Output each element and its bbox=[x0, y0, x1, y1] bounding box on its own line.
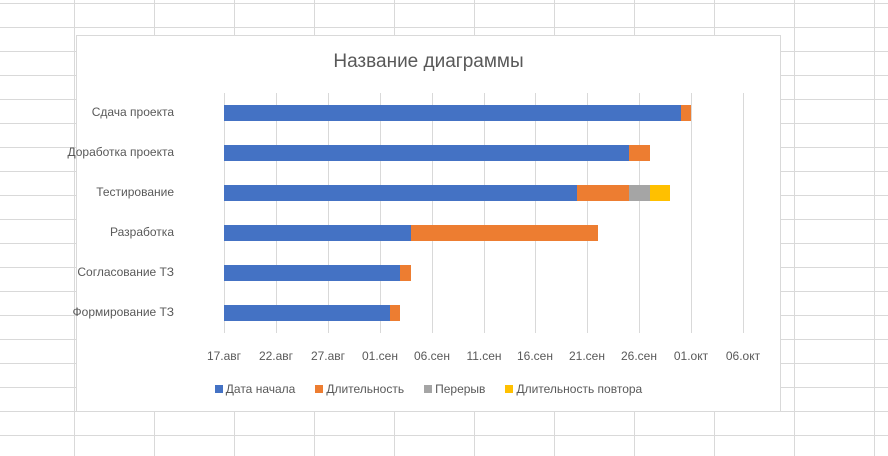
legend-swatch-gray-icon bbox=[424, 385, 433, 393]
x-gridline bbox=[276, 93, 277, 333]
x-gridline bbox=[484, 93, 485, 333]
bar-row[interactable] bbox=[224, 305, 401, 321]
duration-segment[interactable] bbox=[390, 305, 401, 321]
x-axis-tick-label: 16.сен bbox=[517, 349, 553, 363]
legend-label: Длительность bbox=[326, 382, 405, 396]
duration-segment[interactable] bbox=[576, 185, 629, 201]
legend-label: Длительность повтора bbox=[516, 382, 643, 396]
category-label: Сдача проекта bbox=[91, 105, 174, 119]
duration-segment[interactable] bbox=[400, 265, 411, 281]
start-date-segment[interactable] bbox=[224, 145, 629, 161]
category-label: Разработка bbox=[110, 225, 174, 239]
x-axis-tick-label: 01.окт bbox=[673, 349, 709, 363]
start-date-segment[interactable] bbox=[224, 265, 401, 281]
x-gridline bbox=[328, 93, 329, 333]
x-axis-tick-label: 06.окт bbox=[725, 349, 761, 363]
legend-item-repeat-duration[interactable]: Длительность повтора bbox=[505, 382, 642, 396]
legend-item-start-date[interactable]: Дата начала bbox=[214, 382, 296, 396]
legend-item-break[interactable]: Перерыв bbox=[424, 382, 485, 396]
x-axis-tick-label: 17.авг bbox=[206, 349, 242, 363]
bar-row[interactable] bbox=[224, 225, 598, 241]
legend-swatch-blue-icon bbox=[214, 385, 223, 393]
plot-area[interactable]: 17.авг 22.авг 27.авг 01.сен 06.сен 11.сен 16.с… bbox=[67, 93, 760, 363]
x-gridline bbox=[535, 93, 536, 333]
grid-row-line bbox=[0, 435, 888, 436]
repeat-duration-segment[interactable] bbox=[649, 185, 671, 201]
start-date-segment[interactable] bbox=[224, 185, 577, 201]
bar-row[interactable] bbox=[224, 105, 692, 121]
bar-row[interactable] bbox=[224, 265, 411, 281]
category-label: Доработка проекта bbox=[67, 145, 174, 159]
grid-column-line bbox=[794, 0, 795, 456]
x-gridline bbox=[380, 93, 381, 333]
x-gridline bbox=[743, 93, 744, 333]
category-label: Тестирование bbox=[96, 185, 174, 199]
legend-swatch-yellow-icon bbox=[505, 385, 514, 393]
duration-segment[interactable] bbox=[628, 145, 650, 161]
start-date-segment[interactable] bbox=[224, 225, 411, 241]
chart-title[interactable]: Название диаграммы bbox=[333, 51, 524, 72]
grid-row-line bbox=[0, 27, 888, 28]
duration-segment[interactable] bbox=[680, 105, 692, 121]
chart-legend[interactable]: Дата начала Длительность Перерыв Длитель… bbox=[77, 382, 780, 396]
category-label: Согласование ТЗ bbox=[77, 265, 174, 279]
bar-row[interactable] bbox=[224, 185, 671, 201]
break-segment[interactable] bbox=[628, 185, 650, 201]
category-label: Формирование ТЗ bbox=[72, 305, 174, 319]
x-gridline bbox=[432, 93, 433, 333]
x-gridline bbox=[587, 93, 588, 333]
chart-container[interactable]: Название диаграммы 17.авг 22.авг 27.авг 01.… bbox=[67, 35, 781, 412]
x-gridline bbox=[224, 93, 225, 333]
grid-row-line bbox=[0, 3, 888, 4]
legend-item-duration[interactable]: Длительность bbox=[315, 382, 404, 396]
start-date-segment[interactable] bbox=[224, 105, 681, 121]
x-axis-tick-label: 22.авг bbox=[258, 349, 294, 363]
x-axis-tick-label: 06.сен bbox=[414, 349, 450, 363]
legend-swatch-orange-icon bbox=[315, 385, 324, 393]
legend-label: Перерыв bbox=[435, 382, 486, 396]
start-date-segment[interactable] bbox=[224, 305, 391, 321]
grid-column-line bbox=[74, 0, 75, 456]
legend-label: Дата начала bbox=[225, 382, 296, 396]
x-axis-tick-label: 26.сен bbox=[621, 349, 657, 363]
x-axis-tick-label: 27.авг bbox=[310, 349, 346, 363]
grid-column-line bbox=[874, 0, 875, 456]
x-axis-tick-label: 11.сен bbox=[466, 349, 502, 363]
bar-row[interactable] bbox=[224, 145, 650, 161]
duration-segment[interactable] bbox=[410, 225, 598, 241]
x-axis-tick-label: 01.сен bbox=[362, 349, 398, 363]
x-gridline bbox=[691, 93, 692, 333]
x-gridline bbox=[639, 93, 640, 333]
x-axis-tick-label: 21.сен bbox=[569, 349, 605, 363]
